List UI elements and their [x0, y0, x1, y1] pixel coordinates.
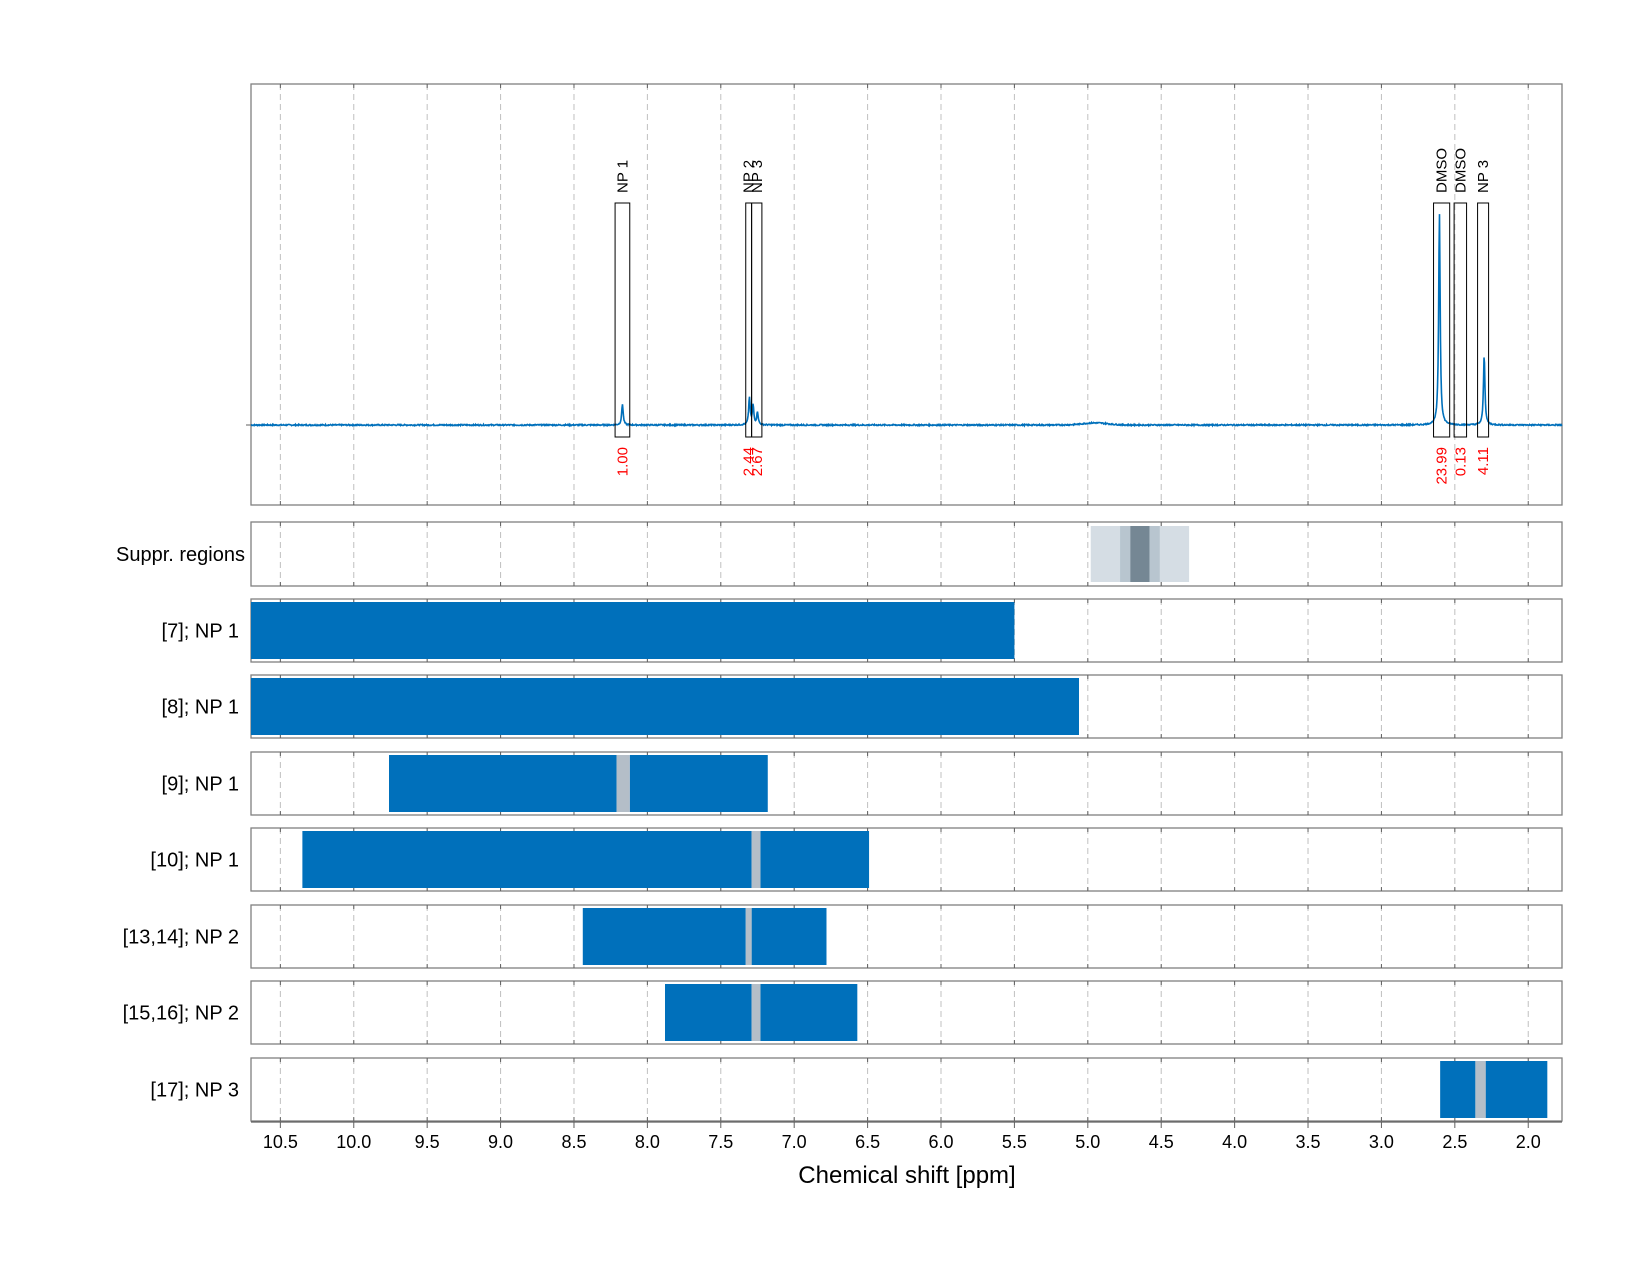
- range-row-label: [10]; NP 1: [150, 850, 239, 872]
- range-bar: [582, 908, 746, 965]
- x-tick-label: 2.0: [1516, 1132, 1541, 1152]
- integral-value: 4.11: [1475, 447, 1492, 475]
- x-tick-label: 2.5: [1442, 1132, 1467, 1152]
- range-row-label: [8]; NP 1: [162, 697, 239, 719]
- range-row-label: [7]; NP 1: [162, 621, 239, 643]
- range-gap: [745, 908, 752, 965]
- integration-label: DMSO: [1434, 148, 1451, 193]
- integration-label: NP 1: [614, 160, 631, 193]
- integration-box: [1433, 202, 1451, 438]
- range-bar: [629, 755, 768, 812]
- range-row-label: [15,16]; NP 2: [123, 1003, 239, 1025]
- integral-value: 0.13: [1452, 447, 1469, 476]
- x-axis: 10.5 10.0 9.5 9.0 8.5 8.0 7.5 7.0 6.5 6.0 5.5 5.0 4.…: [251, 1121, 1562, 1152]
- range-bar: [1440, 1061, 1476, 1118]
- integral-value: 23.99: [1434, 447, 1451, 485]
- range-gap: [1475, 1061, 1486, 1118]
- integration-label: NP 3: [749, 160, 766, 193]
- range-bar: [760, 831, 870, 888]
- x-tick-label: 3.0: [1369, 1132, 1394, 1152]
- range-row-frame: [250, 751, 1563, 816]
- spectrum-panel: NP 1 1.00 NP 2 2.44 NP 3 2.67 DMSO 23.99 DMSO 0.1…: [246, 83, 1563, 506]
- range-row-label: [13,14]; NP 2: [123, 927, 239, 949]
- range-gap: [751, 831, 761, 888]
- x-tick-label: 4.5: [1149, 1132, 1174, 1152]
- x-tick-label: 9.5: [415, 1132, 440, 1152]
- spectrum-frame: [250, 83, 1563, 506]
- x-tick-label: 7.5: [708, 1132, 733, 1152]
- x-axis-label: Chemical shift [ppm]: [798, 1162, 1015, 1189]
- range-row-frame: [250, 980, 1563, 1045]
- spectrum-line: [250, 214, 1563, 428]
- integration-label: DMSO: [1452, 148, 1469, 193]
- range-bar: [251, 602, 1015, 659]
- range-bar: [389, 755, 617, 812]
- range-bar: [302, 831, 752, 888]
- range-row-label: [17]; NP 3: [150, 1080, 239, 1102]
- x-tick-label: 3.5: [1296, 1132, 1321, 1152]
- integration-label: NP 2: [741, 160, 758, 193]
- integration-box: [1453, 202, 1468, 438]
- x-tick-label: 6.5: [855, 1132, 880, 1152]
- range-bar: [251, 678, 1079, 735]
- x-tick-label: 4.0: [1222, 1132, 1247, 1152]
- x-tick-label: 5.5: [1002, 1132, 1027, 1152]
- range-row-frame: [250, 827, 1563, 892]
- integration-box: [1477, 202, 1490, 438]
- integration-box: [751, 202, 763, 438]
- x-tick-label: 8.5: [561, 1132, 586, 1152]
- range-bar: [665, 984, 752, 1041]
- x-tick-label: 10.5: [263, 1132, 298, 1152]
- x-tick-label: 8.0: [635, 1132, 660, 1152]
- range-row-frame: [250, 1057, 1563, 1122]
- integral-value: 1.00: [614, 447, 631, 476]
- integration-box: [614, 202, 631, 438]
- x-tick-label: 7.0: [782, 1132, 807, 1152]
- range-bar: [760, 984, 858, 1041]
- range-gap: [616, 755, 630, 812]
- range-bar: [1485, 1061, 1548, 1118]
- x-tick-label: 5.0: [1075, 1132, 1100, 1152]
- range-row-frame: [250, 904, 1563, 969]
- integration-label: NP 3: [1475, 160, 1492, 193]
- suppression-label: Suppr. regions: [116, 544, 245, 566]
- x-tick-label: 9.0: [488, 1132, 513, 1152]
- range-rows-panel: [7]; NP 1 [8]; NP 1 [9]; NP 1 [10]; NP 1 [13…: [123, 598, 1563, 1122]
- integral-value: 2.44: [741, 447, 758, 476]
- integral-value: 2.67: [749, 447, 766, 476]
- suppression-frame: [250, 521, 1563, 587]
- suppression-regions-panel: Suppr. regions: [116, 521, 1563, 587]
- range-bar: [751, 908, 827, 965]
- range-row-label: [9]; NP 1: [162, 774, 239, 796]
- x-tick-label: 10.0: [336, 1132, 371, 1152]
- x-tick-label: 6.0: [928, 1132, 953, 1152]
- suppression-region: [1130, 526, 1150, 582]
- range-gap: [751, 984, 761, 1041]
